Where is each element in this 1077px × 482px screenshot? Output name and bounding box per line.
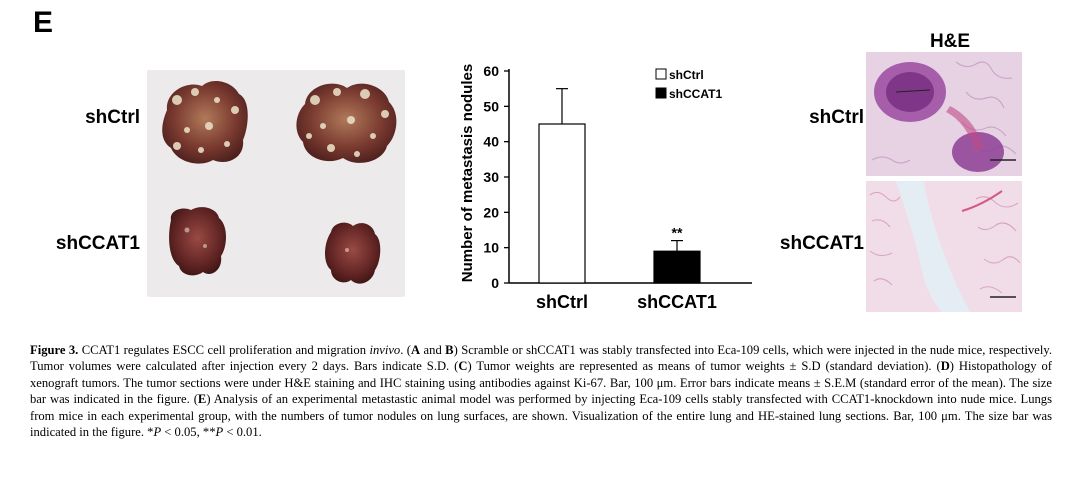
caption-panel-ref: A xyxy=(411,343,421,357)
histology-image-shctrl xyxy=(866,52,1022,176)
caption-panel-ref: B xyxy=(445,343,454,357)
bar-chart: Number of metastasis nodules 0 10 20 30 40 50… xyxy=(459,63,752,312)
caption-italic: P xyxy=(153,425,162,440)
caption-text: . ( xyxy=(400,343,412,357)
histo-label-shccat1: shCCAT1 xyxy=(779,233,864,254)
y-axis-label: Number of metastasis nodules xyxy=(459,64,476,282)
caption-panel-ref: C xyxy=(458,359,468,374)
lung-shccat1-1 xyxy=(169,207,226,276)
lung-photo-image xyxy=(147,70,405,297)
y-tick-label: 0 xyxy=(491,275,499,291)
histology-shctrl-image xyxy=(866,52,1022,176)
lung-shccat1-2 xyxy=(325,222,381,284)
caption-text: ) Scramble or shCCAT1 was stably transfe… xyxy=(30,343,1052,374)
significance-label: ** xyxy=(672,225,683,241)
photo-label-shctrl: shCtrl xyxy=(85,107,140,128)
caption-text: < 0.01. xyxy=(223,425,262,440)
x-tick-label: shCCAT1 xyxy=(637,292,717,312)
y-tick-label: 30 xyxy=(483,169,499,185)
caption-text: CCAT1 regulates ESCC cell proliferation … xyxy=(78,343,370,357)
figure-caption: Figure 3. CCAT1 regulates ESCC cell prol… xyxy=(30,342,1052,440)
legend-swatch xyxy=(655,68,667,80)
x-axis: shCtrl shCCAT1 xyxy=(536,292,717,312)
legend-label: shCCAT1 xyxy=(669,87,722,101)
histo-label-shctrl: shCtrl xyxy=(809,107,864,128)
caption-text: ) Analysis of an experimental metastasti… xyxy=(30,392,1052,440)
caption-text: < 0.05, ** xyxy=(161,425,216,440)
histology-image-shccat1 xyxy=(866,181,1022,312)
lung-shctrl-2 xyxy=(296,83,397,163)
y-tick-label: 60 xyxy=(483,63,499,79)
histology-shccat1-image xyxy=(866,181,1022,312)
he-title: H&E xyxy=(929,31,971,52)
caption-panel-ref: D xyxy=(940,359,950,374)
caption-text: ) Histopathology of xenograft tumors. Th… xyxy=(30,359,1052,407)
legend-swatch xyxy=(655,87,667,99)
photo-label-shccat1: shCCAT1 xyxy=(55,233,140,254)
legend-label: shCtrl xyxy=(669,68,704,82)
caption-italic: invivo xyxy=(369,343,401,357)
y-tick-label: 10 xyxy=(483,240,499,256)
y-axis: 0 10 20 30 40 50 60 xyxy=(483,63,752,291)
bars: ** xyxy=(538,88,701,284)
y-tick-label: 20 xyxy=(483,204,499,220)
lung-photo xyxy=(147,70,405,297)
figure-label: Figure 3. xyxy=(30,343,79,357)
x-tick-label: shCtrl xyxy=(536,292,588,312)
lung-shctrl-1 xyxy=(162,80,248,164)
panel-letter: E xyxy=(33,6,54,39)
legend: shCtrl shCCAT1 xyxy=(655,68,722,101)
bar-shctrl xyxy=(538,123,586,284)
caption-text: ) Tumor weights are represented as means… xyxy=(467,359,941,374)
caption-text: and xyxy=(420,343,446,357)
y-tick-label: 50 xyxy=(483,98,499,114)
caption-panel-ref: E xyxy=(197,392,207,407)
y-tick-label: 40 xyxy=(483,134,499,150)
caption-italic: P xyxy=(215,425,224,440)
bar-shccat1 xyxy=(653,250,701,284)
